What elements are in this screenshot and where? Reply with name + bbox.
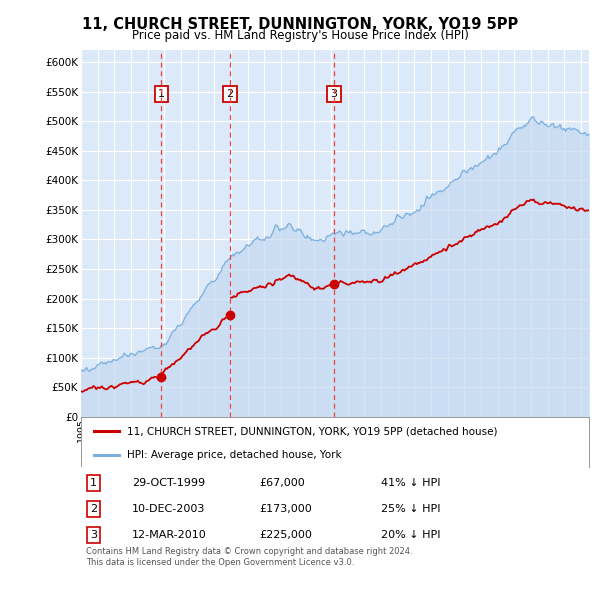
Text: Contains HM Land Registry data © Crown copyright and database right 2024.
This d: Contains HM Land Registry data © Crown c… xyxy=(86,548,413,567)
Text: Price paid vs. HM Land Registry's House Price Index (HPI): Price paid vs. HM Land Registry's House … xyxy=(131,30,469,42)
Text: 41% ↓ HPI: 41% ↓ HPI xyxy=(381,478,440,488)
Text: HPI: Average price, detached house, York: HPI: Average price, detached house, York xyxy=(127,450,341,460)
Text: £67,000: £67,000 xyxy=(259,478,305,488)
Text: 2: 2 xyxy=(90,504,97,514)
Text: 29-OCT-1999: 29-OCT-1999 xyxy=(132,478,205,488)
Text: 25% ↓ HPI: 25% ↓ HPI xyxy=(381,504,440,514)
Text: 2: 2 xyxy=(226,89,233,99)
Text: 1: 1 xyxy=(90,478,97,488)
Text: 1: 1 xyxy=(158,89,165,99)
Text: £173,000: £173,000 xyxy=(259,504,311,514)
Text: 10-DEC-2003: 10-DEC-2003 xyxy=(132,504,205,514)
Text: £225,000: £225,000 xyxy=(259,530,312,540)
Text: 3: 3 xyxy=(331,89,338,99)
Text: 12-MAR-2010: 12-MAR-2010 xyxy=(132,530,206,540)
Text: 11, CHURCH STREET, DUNNINGTON, YORK, YO19 5PP (detached house): 11, CHURCH STREET, DUNNINGTON, YORK, YO1… xyxy=(127,426,497,436)
Text: 3: 3 xyxy=(90,530,97,540)
Text: 11, CHURCH STREET, DUNNINGTON, YORK, YO19 5PP: 11, CHURCH STREET, DUNNINGTON, YORK, YO1… xyxy=(82,17,518,31)
Text: 20% ↓ HPI: 20% ↓ HPI xyxy=(381,530,440,540)
